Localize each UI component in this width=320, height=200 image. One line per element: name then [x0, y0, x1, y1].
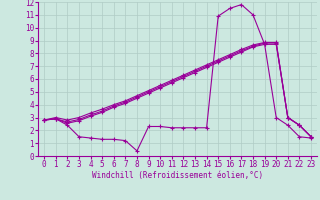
X-axis label: Windchill (Refroidissement éolien,°C): Windchill (Refroidissement éolien,°C) — [92, 171, 263, 180]
